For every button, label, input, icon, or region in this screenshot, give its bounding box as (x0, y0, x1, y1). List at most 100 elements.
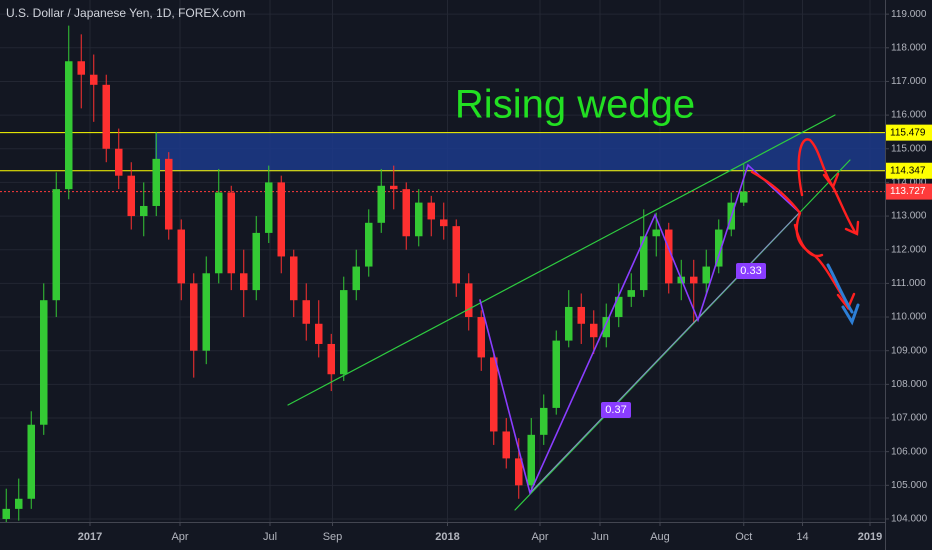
candle-body (590, 323, 598, 338)
candle-body (190, 283, 198, 351)
candle-body (665, 229, 673, 284)
y-tick-label: 106.000 (891, 446, 928, 457)
price-badge (886, 124, 932, 141)
y-tick-label: 110.000 (891, 312, 927, 323)
candle-body (65, 61, 73, 190)
candle-body (290, 256, 298, 301)
y-tick-label: 114.000 (891, 177, 927, 188)
candle-body (702, 266, 710, 284)
y-tick-label: 104.000 (891, 514, 928, 525)
x-tick-label: Sep (323, 531, 343, 543)
candle-body (40, 300, 48, 425)
y-tick-label: 112.000 (891, 244, 927, 255)
candle-body (377, 185, 385, 223)
candle-body (565, 306, 573, 341)
x-tick-label: 14 (796, 531, 808, 543)
candle-body (602, 317, 610, 338)
ratio-label: 0.37 (605, 404, 626, 416)
y-tick-label: 109.000 (891, 345, 928, 356)
blue-arrow (826, 263, 860, 326)
price-badge-label: 114.347 (890, 165, 926, 176)
candle-body (202, 273, 210, 351)
red-arrow-path (793, 223, 824, 258)
y-tick-label: 105.000 (891, 480, 928, 491)
drawings (287, 114, 860, 511)
symbol-header: U.S. Dollar / Japanese Yen, 1D, FOREX.co… (6, 6, 245, 20)
candle-body (215, 192, 223, 274)
x-tick-label: 2017 (78, 531, 102, 543)
candle-body (415, 202, 423, 237)
candle-body (77, 61, 85, 75)
resistance-zone (155, 132, 885, 171)
candle-body (115, 148, 123, 176)
candle-body (27, 424, 35, 499)
price-badge-label: 115.479 (890, 127, 926, 138)
candle-body (527, 434, 535, 486)
candle-body (715, 229, 723, 267)
y-tick-label: 117.000 (891, 76, 927, 87)
candle-body (340, 290, 348, 375)
candle-body (315, 323, 323, 344)
candle-body (640, 236, 648, 291)
candle-body (552, 340, 560, 408)
candle-body (327, 343, 335, 375)
x-tick-label: Apr (531, 531, 548, 543)
candle-body (615, 296, 623, 318)
x-tick-label: Jun (591, 531, 609, 543)
candle-body (540, 407, 548, 435)
ratio-label: 0.33 (740, 265, 761, 277)
y-tick-label: 116.000 (891, 110, 927, 121)
red-arrow-path (797, 138, 857, 234)
candle-body (490, 357, 498, 432)
price-badge (886, 183, 932, 200)
x-tick-label: Jul (263, 531, 277, 543)
x-tick-label: 2018 (435, 531, 459, 543)
candle-body (740, 191, 748, 203)
zigzag (479, 163, 801, 496)
candle-body (652, 229, 660, 237)
price-badge-label: 113.727 (890, 186, 926, 197)
candle-body (352, 266, 360, 291)
candle-body (52, 189, 60, 301)
candle-body (465, 283, 473, 318)
candle-body (402, 189, 410, 237)
y-tick-label: 107.000 (891, 413, 928, 424)
channel-line (529, 211, 801, 494)
candle-body (365, 222, 373, 267)
candle-body (515, 458, 523, 486)
y-tick-label: 115.000 (891, 143, 927, 154)
candle-body (15, 498, 23, 509)
candle-body (90, 74, 98, 85)
candle-body (165, 158, 173, 230)
x-tick-label: Apr (171, 531, 188, 543)
y-tick-label: 108.000 (891, 379, 928, 390)
candle-body (302, 300, 310, 324)
candle-body (277, 182, 285, 257)
candle-body (627, 290, 635, 297)
candle-body (390, 185, 398, 190)
candle-body (452, 226, 460, 284)
candle-body (152, 158, 160, 206)
y-tick-label: 119.000 (891, 9, 927, 20)
candle-body (690, 276, 698, 284)
candle-body (265, 182, 273, 233)
ratio-badge (736, 263, 766, 279)
candle-body (577, 306, 585, 324)
candle-body (440, 219, 448, 227)
candle-body (102, 84, 110, 149)
y-tick-label: 113.000 (891, 211, 927, 222)
price-badge (886, 162, 932, 179)
x-tick-label: Aug (650, 531, 670, 543)
y-tick-label: 111.000 (891, 278, 926, 289)
red-arrowhead (822, 172, 860, 311)
candle-body (502, 431, 510, 459)
x-tick-label: Oct (735, 531, 752, 543)
candle-body (477, 317, 485, 358)
wedge-upper (287, 114, 836, 406)
candle-body (177, 229, 185, 284)
candle-body (227, 192, 235, 274)
x-tick-label: 2019 (858, 531, 882, 543)
candle-body (427, 202, 435, 220)
